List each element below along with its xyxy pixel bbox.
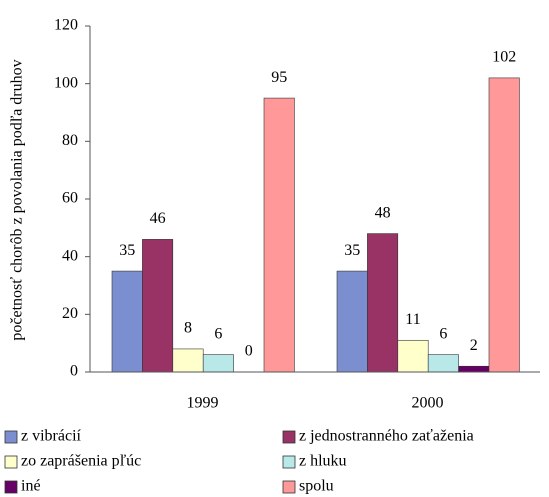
legend-swatch [4,430,18,444]
legend-label: zo zaprášenia pľúc [21,453,141,470]
bar [111,270,143,373]
x-tick-label: 2000 [412,395,444,412]
legend-label: iné [21,478,41,495]
legend-swatch [282,480,296,494]
bar [427,354,459,373]
y-tick-label: 100 [54,74,78,91]
legend-label: z jednostranného zaťaženia [299,428,474,445]
data-label: 2 [470,337,478,354]
data-label: 35 [344,242,360,259]
bar [397,339,429,373]
y-tick-label: 20 [62,305,78,322]
legend-swatch [4,455,18,469]
x-tick-label: 1999 [187,395,219,412]
data-label: 46 [150,210,166,227]
bar [367,233,399,373]
legend-label: z hluku [299,453,347,470]
y-axis-label: početnosť chorôb z povolania podľa druho… [9,59,26,340]
data-label: 35 [119,242,135,259]
legend-swatch [4,480,18,494]
data-label: 95 [271,69,287,86]
y-tick-label: 80 [62,132,78,149]
data-label: 102 [492,49,516,66]
y-tick-label: 60 [62,190,78,207]
legend-label: z vibrácií [21,428,82,445]
bar [142,239,174,373]
bar [458,365,490,373]
data-label: 48 [375,204,391,221]
data-label: 0 [245,343,253,360]
legend-swatch [282,455,296,469]
data-label: 6 [214,325,222,342]
y-tick-label: 120 [54,17,78,34]
bar [172,348,204,373]
y-tick-label: 0 [70,363,78,380]
bar [263,97,295,373]
data-label: 6 [439,325,447,342]
y-tick-label: 40 [62,247,78,264]
data-label: 11 [405,311,420,328]
bar [488,77,520,373]
legend-label: spolu [299,478,334,495]
bar [336,270,368,373]
bar [202,354,234,373]
legend-swatch [282,430,296,444]
data-label: 8 [184,320,192,337]
